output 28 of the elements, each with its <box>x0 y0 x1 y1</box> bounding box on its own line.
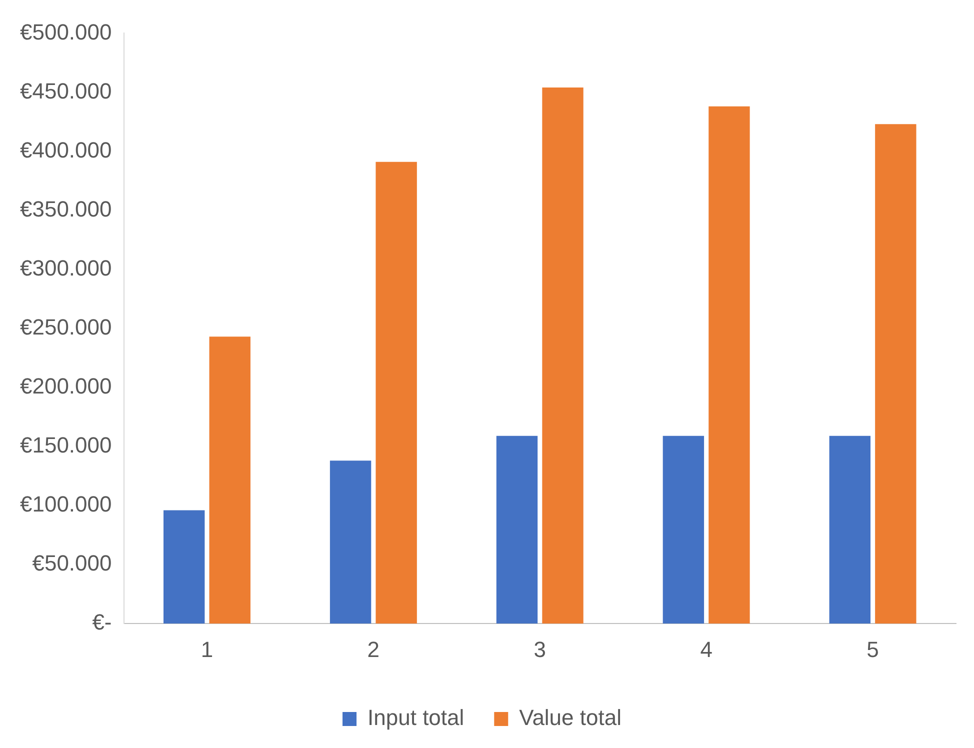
bar <box>662 436 704 624</box>
bar <box>496 436 538 624</box>
x-tick-label: 4 <box>700 636 712 662</box>
bar <box>376 162 417 624</box>
bar <box>330 460 372 624</box>
y-tick-label: €500.000 <box>20 19 112 44</box>
bar <box>708 106 750 624</box>
y-tick-label: €300.000 <box>20 255 112 280</box>
x-tick-label: 3 <box>534 636 546 662</box>
y-tick-label: €50.000 <box>32 550 112 576</box>
legend-label: Value total <box>519 705 622 730</box>
y-tick-label: €400.000 <box>20 137 112 162</box>
y-tick-label: €350.000 <box>20 196 112 222</box>
x-tick-label: 1 <box>200 636 214 662</box>
legend-label: Input total <box>368 705 464 730</box>
y-tick-label: €200.000 <box>20 374 112 399</box>
bar <box>542 88 584 624</box>
y-tick-label: €250.000 <box>20 314 112 340</box>
bar <box>209 336 250 624</box>
y-tick-label: €- <box>92 610 112 635</box>
y-tick-label: €150.000 <box>20 432 112 458</box>
y-tick-label: €450.000 <box>20 78 112 104</box>
bar <box>829 436 870 624</box>
x-tick-label: 2 <box>367 636 380 662</box>
x-tick-label: 5 <box>866 636 879 662</box>
bar <box>164 510 205 624</box>
y-tick-label: €100.000 <box>20 492 112 517</box>
bar <box>875 124 916 624</box>
